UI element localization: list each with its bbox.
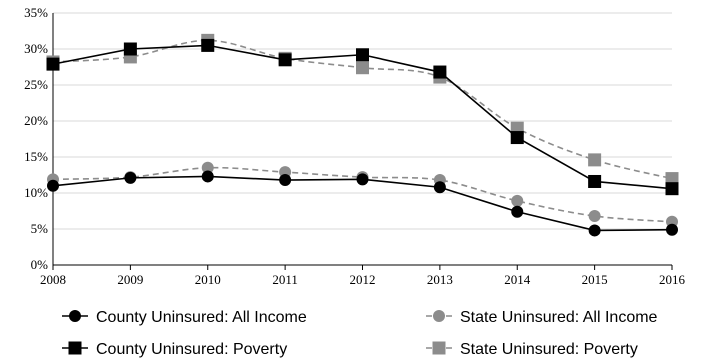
data-point xyxy=(433,181,446,194)
y-tick-label: 10% xyxy=(24,185,48,200)
data-point xyxy=(356,61,369,75)
legend-marker xyxy=(433,310,445,322)
data-point xyxy=(510,131,524,145)
data-point xyxy=(433,65,447,79)
data-point xyxy=(356,173,369,186)
x-tick-label: 2015 xyxy=(582,272,608,287)
data-point xyxy=(124,171,137,184)
data-point xyxy=(665,172,679,186)
legend-marker xyxy=(69,310,81,322)
x-tick-label: 2014 xyxy=(504,272,531,287)
y-tick-label: 20% xyxy=(24,113,48,128)
y-axis-ticks: 0% 5% 10% 15% 20% 25% 30% 35% xyxy=(24,5,48,272)
data-point xyxy=(279,174,292,187)
data-point xyxy=(588,224,601,237)
series-3 xyxy=(46,38,679,196)
data-point xyxy=(588,153,602,167)
legend-label: County Uninsured: All Income xyxy=(96,309,307,326)
data-point xyxy=(201,161,214,174)
legend-item: County Uninsured: All Income xyxy=(62,309,307,326)
data-point xyxy=(511,205,524,218)
data-point xyxy=(201,170,214,183)
x-tick-label: 2010 xyxy=(195,272,221,287)
y-tick-label: 30% xyxy=(24,41,48,56)
x-tick-label: 2008 xyxy=(40,272,66,287)
x-tick-label: 2011 xyxy=(272,272,298,287)
data-point xyxy=(511,194,524,207)
x-axis-ticks: 2008 2009 2010 2011 2012 2013 2014 2015 2016 xyxy=(40,272,686,287)
y-tick-label: 0% xyxy=(31,257,49,272)
legend-marker xyxy=(68,341,82,355)
axes xyxy=(52,13,673,270)
legend-label: State Uninsured: Poverty xyxy=(460,341,638,358)
data-point xyxy=(588,210,601,223)
legend-item: County Uninsured: Poverty xyxy=(62,341,287,358)
y-tick-label: 5% xyxy=(31,221,49,236)
data-point xyxy=(588,174,602,188)
data-point xyxy=(47,179,59,192)
series-1 xyxy=(47,170,678,237)
series-group xyxy=(46,33,679,237)
y-tick-label: 35% xyxy=(24,5,48,20)
data-point xyxy=(278,53,292,67)
data-point xyxy=(666,223,678,236)
y-tick-label: 15% xyxy=(24,149,48,164)
legend: County Uninsured: All Income State Uninsu… xyxy=(62,309,658,358)
y-tick-label: 25% xyxy=(24,77,48,92)
series-2 xyxy=(47,161,678,228)
x-tick-label: 2012 xyxy=(350,272,376,287)
data-point xyxy=(123,42,137,56)
x-tick-label: 2016 xyxy=(659,272,686,287)
legend-marker xyxy=(432,341,446,355)
data-point xyxy=(201,38,215,52)
x-tick-label: 2013 xyxy=(427,272,453,287)
legend-item: State Uninsured: All Income xyxy=(426,309,658,326)
data-point xyxy=(356,48,369,62)
legend-label: County Uninsured: Poverty xyxy=(96,341,287,358)
data-point xyxy=(665,182,679,196)
gridlines xyxy=(53,12,672,230)
data-point xyxy=(46,57,60,71)
legend-item: State Uninsured: Poverty xyxy=(426,341,638,358)
x-tick-label: 2009 xyxy=(117,272,143,287)
legend-label: State Uninsured: All Income xyxy=(460,309,658,326)
